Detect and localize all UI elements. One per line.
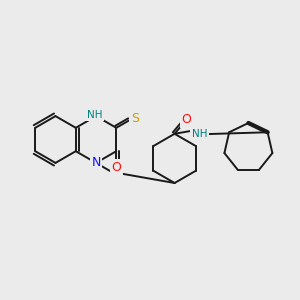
Text: NH: NH [192,129,207,139]
Text: S: S [131,112,139,125]
Text: NH: NH [87,110,102,120]
Text: O: O [111,160,121,174]
Text: N: N [91,156,101,170]
Text: O: O [182,113,192,126]
